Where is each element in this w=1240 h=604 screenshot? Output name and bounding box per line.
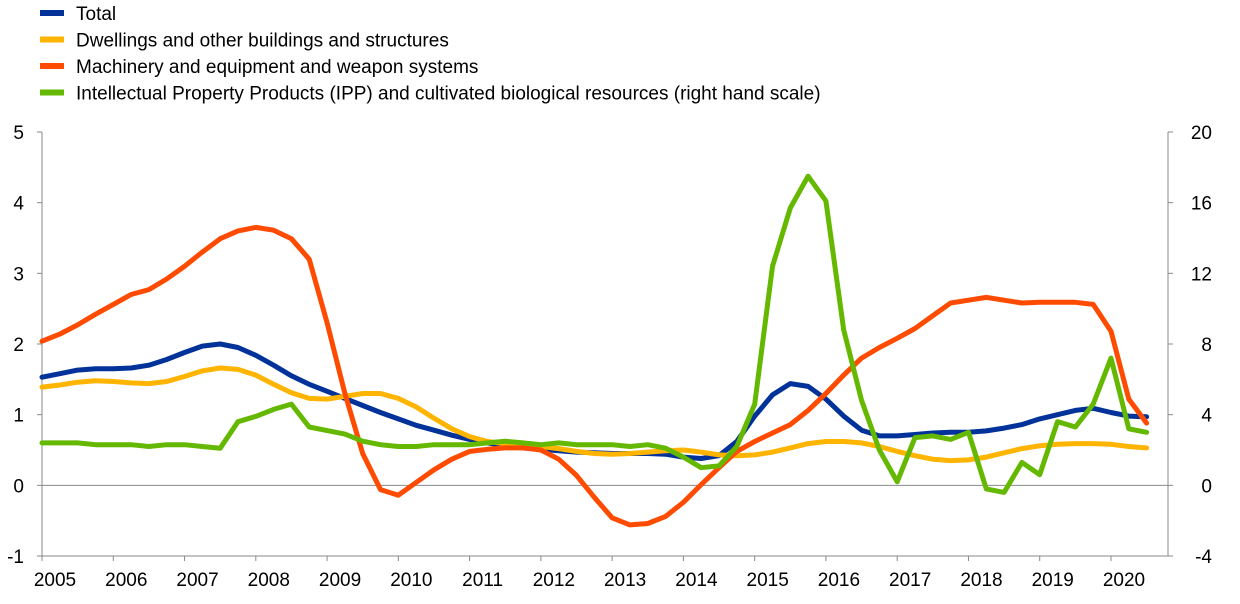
- left-tick-label-1: 0: [13, 476, 24, 497]
- x-tick-label-6: 2011: [462, 570, 503, 591]
- x-tick-label-8: 2013: [604, 570, 646, 591]
- x-tick-label-14: 2019: [1032, 570, 1074, 591]
- x-tick-label-3: 2008: [248, 570, 290, 591]
- right-tick-label-3: 8: [1201, 335, 1212, 356]
- series-line-1: [39, 365, 1150, 464]
- legend: Total Dwellings and other buildings and s…: [40, 4, 821, 105]
- series-lines: [39, 173, 1150, 528]
- left-tick-label-3: 2: [13, 335, 24, 356]
- right-tick-label-4: 12: [1191, 264, 1212, 285]
- legend-label-1: Dwellings and other buildings and struct…: [76, 31, 449, 52]
- x-tick-label-7: 2012: [533, 570, 575, 591]
- right-tick-label-2: 4: [1201, 406, 1212, 427]
- x-tick-label-1: 2006: [105, 570, 147, 591]
- left-tick-label-0: -1: [7, 547, 24, 568]
- series-line-0: [39, 341, 1150, 461]
- x-tick-label-11: 2016: [818, 570, 860, 591]
- legend-label-3: Intellectual Property Products (IPP) and…: [76, 84, 821, 105]
- right-tick-label-0: -4: [1195, 547, 1212, 568]
- right-tick-label-5: 16: [1191, 194, 1212, 215]
- x-tick-label-0: 2005: [34, 570, 76, 591]
- x-tick-label-10: 2015: [747, 570, 789, 591]
- left-tick-label-2: 1: [13, 406, 24, 427]
- series-line-3: [39, 173, 1150, 495]
- x-tick-label-5: 2010: [390, 570, 432, 591]
- x-tick-label-12: 2017: [889, 570, 931, 591]
- x-tick-label-15: 2020: [1103, 570, 1145, 591]
- left-tick-label-4: 3: [13, 264, 24, 285]
- left-tick-label-5: 4: [13, 194, 24, 215]
- x-tick-label-9: 2014: [675, 570, 718, 591]
- x-tick-label-2: 2007: [176, 570, 218, 591]
- legend-label-0: Total: [76, 4, 116, 25]
- right-tick-label-6: 20: [1191, 123, 1212, 144]
- legend-label-2: Machinery and equipment and weapon syste…: [76, 57, 478, 78]
- left-tick-label-6: 5: [13, 123, 24, 144]
- series-line-2: [39, 224, 1150, 528]
- right-tick-label-1: 0: [1201, 476, 1212, 497]
- x-tick-label-13: 2018: [960, 570, 1002, 591]
- x-tick-label-4: 2009: [319, 570, 361, 591]
